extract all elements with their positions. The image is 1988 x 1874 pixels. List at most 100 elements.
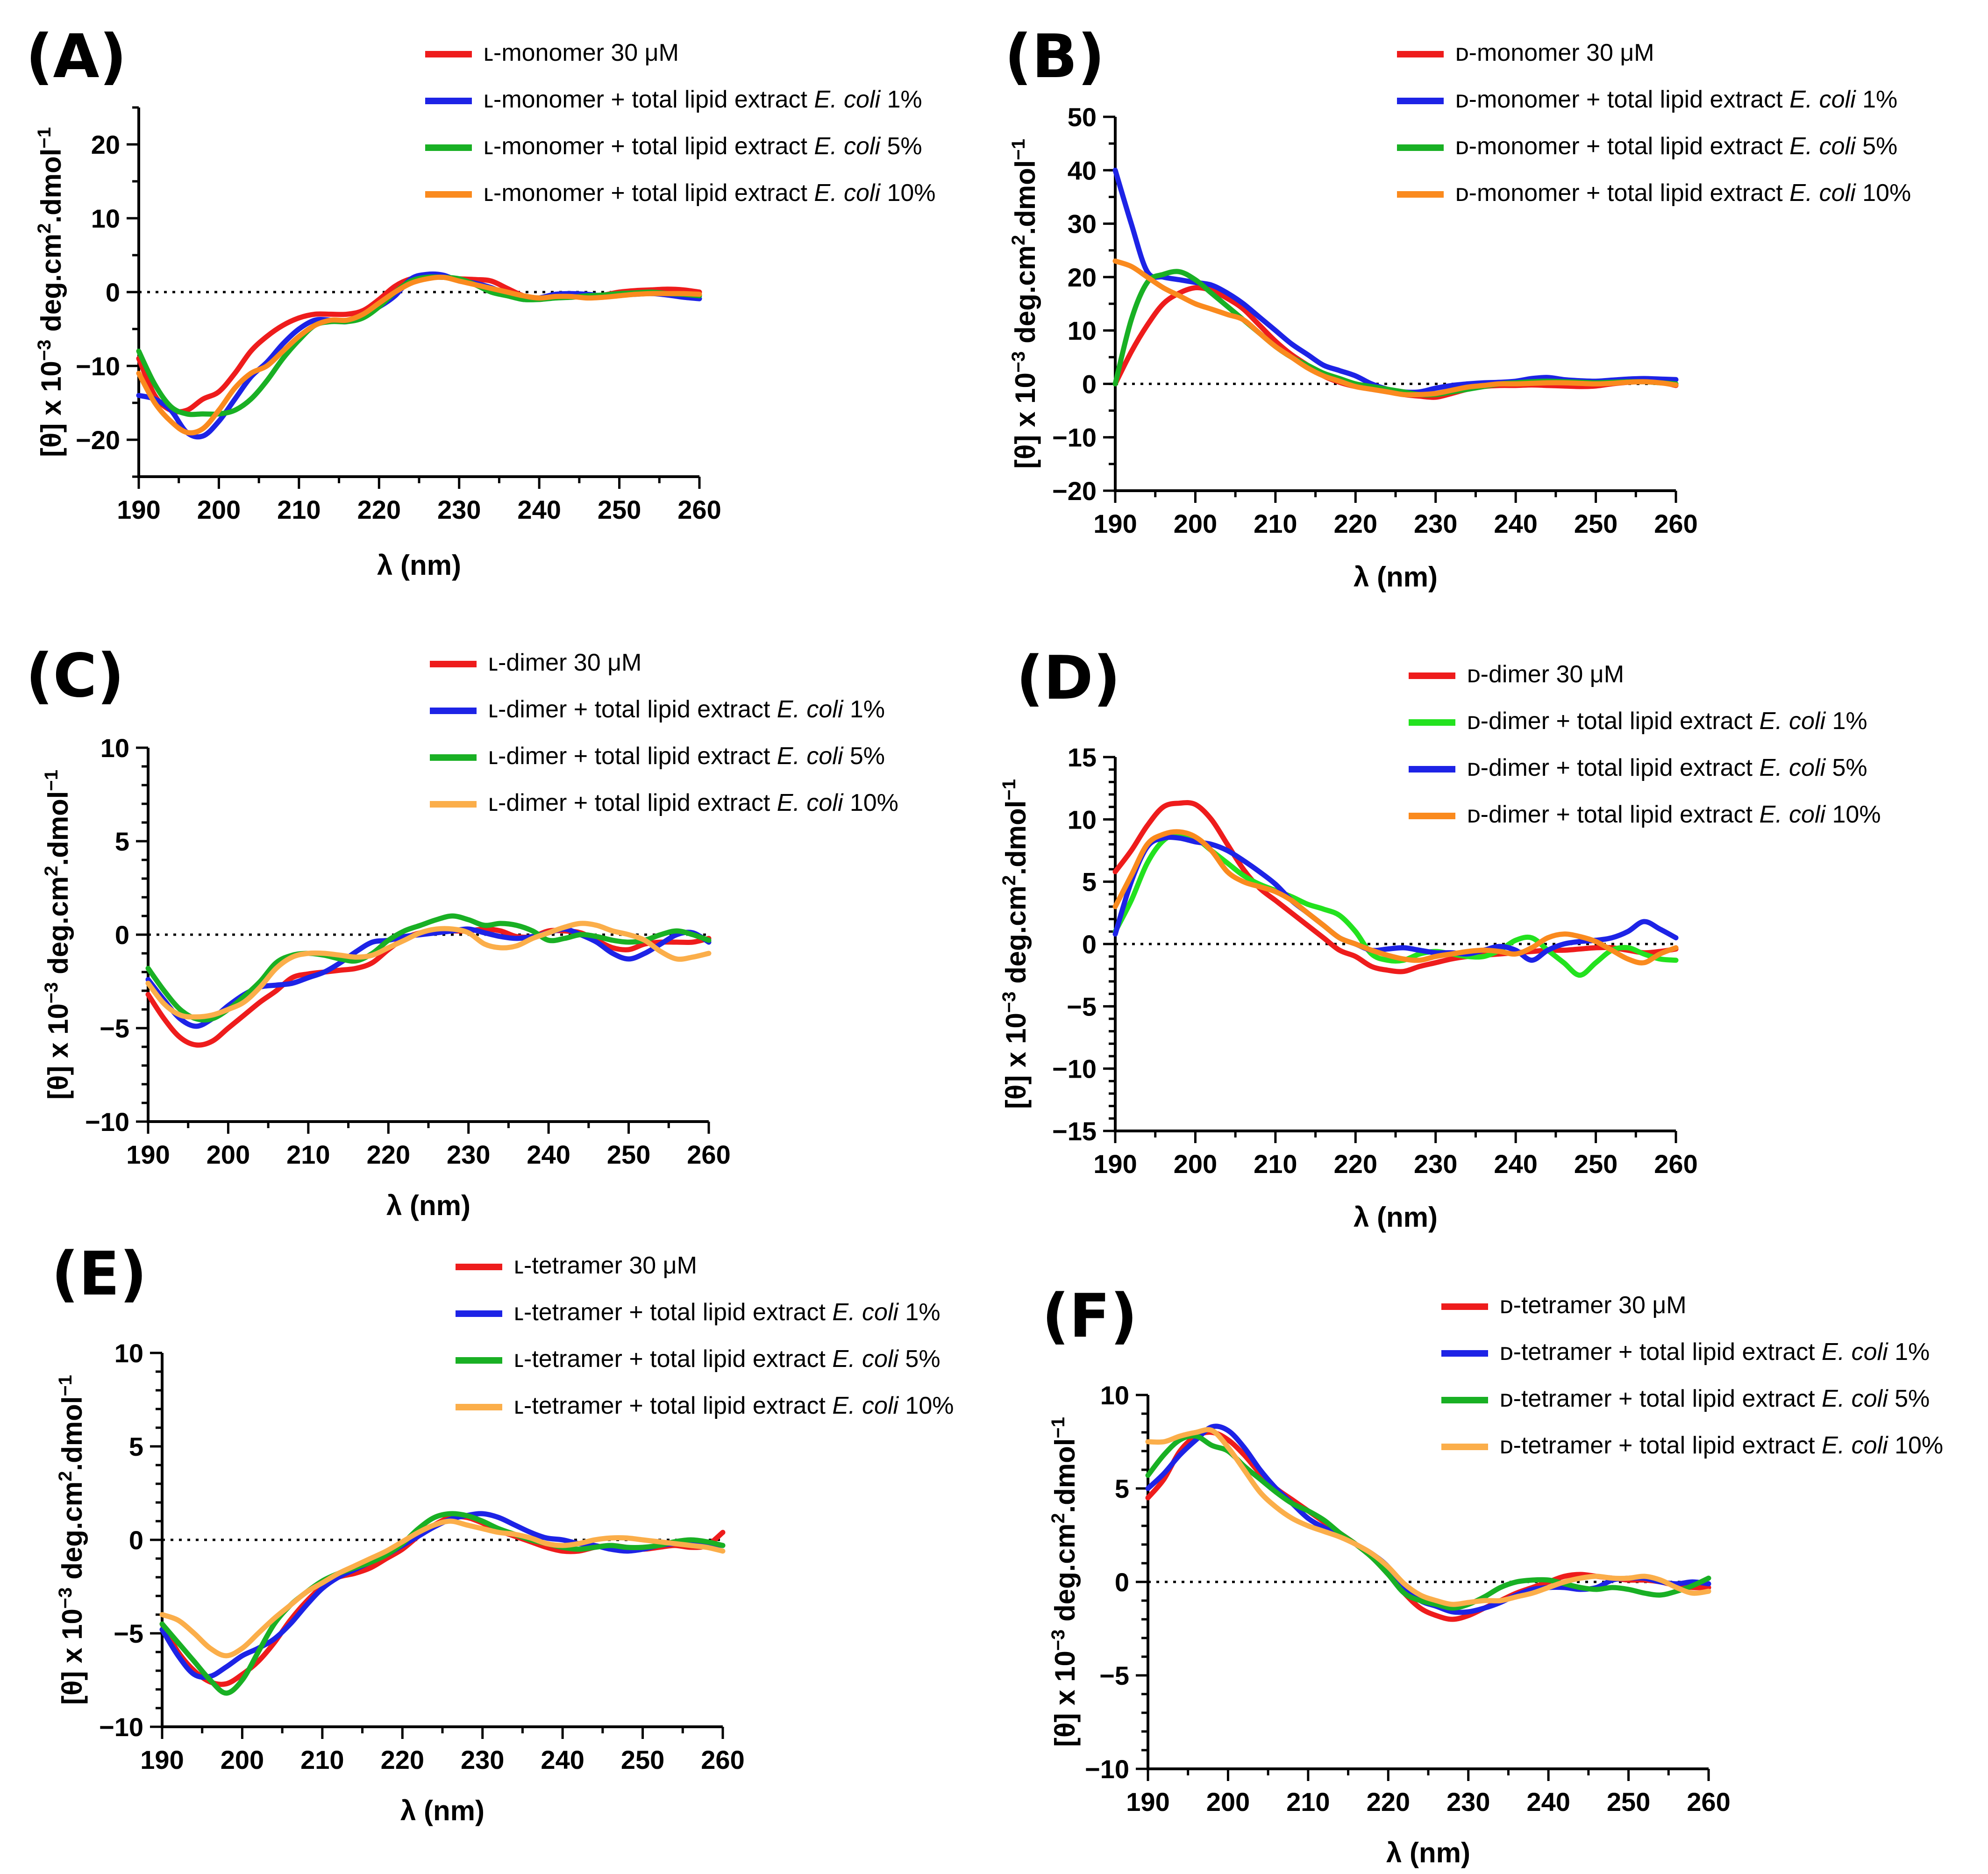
series-line xyxy=(1112,831,1679,978)
y-tick-label: 10 xyxy=(100,733,129,763)
legend-label: ʟ-monomer + total lipid extract E. coli … xyxy=(484,86,922,113)
panel-letter: (C) xyxy=(26,641,124,711)
legend-label: ʟ-tetramer + total lipid extract E. coli… xyxy=(514,1345,941,1373)
y-tick-label: 40 xyxy=(1068,156,1097,185)
x-tick-label: 250 xyxy=(621,1745,664,1774)
x-tick-label: 260 xyxy=(1654,509,1697,538)
chart-panel-e: (E) 190 200 210 220 230 240 250 260 −10 −5 0 5 10 λ (n… xyxy=(51,1239,954,1826)
x-tick-label: 230 xyxy=(437,495,481,524)
x-tick-label: 250 xyxy=(1574,1149,1617,1179)
legend-label: ᴅ-dimer 30 μM xyxy=(1467,661,1624,688)
x-tick-label: 250 xyxy=(598,495,641,524)
x-axis-title: λ (nm) xyxy=(386,1190,470,1221)
x-tick-label: 210 xyxy=(300,1745,344,1774)
x-tick-label: 230 xyxy=(461,1745,504,1774)
x-tick-label: 210 xyxy=(277,495,321,524)
x-tick-label: 210 xyxy=(1254,509,1297,538)
y-tick-label: −20 xyxy=(76,425,120,455)
x-tick-label: 250 xyxy=(607,1140,650,1169)
series-line xyxy=(1112,800,1679,974)
y-tick-label: 0 xyxy=(106,278,120,307)
legend-label: ᴅ-dimer + total lipid extract E. coli 1% xyxy=(1467,708,1867,735)
series-line xyxy=(145,913,712,1023)
x-tick-label: 200 xyxy=(221,1745,264,1774)
x-tick-label: 210 xyxy=(1254,1149,1297,1179)
x-tick-label: 240 xyxy=(541,1745,584,1774)
y-axis-title: [θ] x 10−3 deg.cm2.dmol−1 xyxy=(55,1375,88,1705)
series-line xyxy=(159,1518,726,1659)
y-tick-label: −10 xyxy=(1085,1754,1129,1784)
y-tick-label: 0 xyxy=(1115,1567,1129,1597)
legend: ᴅ-monomer 30 μM ᴅ-monomer + total lipid e… xyxy=(1397,39,1911,207)
x-tick-label: 260 xyxy=(1687,1787,1730,1817)
y-tick-label: 5 xyxy=(115,827,129,856)
x-tick-label: 220 xyxy=(367,1140,410,1169)
legend-label: ᴅ-monomer + total lipid extract E. coli … xyxy=(1455,179,1911,207)
x-tick-label: 250 xyxy=(1574,509,1617,538)
legend: ʟ-monomer 30 μM ʟ-monomer + total lipid e… xyxy=(425,39,936,207)
x-tick-label: 230 xyxy=(1446,1787,1490,1817)
x-tick-label: 250 xyxy=(1607,1787,1650,1817)
legend-label: ʟ-dimer + total lipid extract E. coli 5% xyxy=(488,743,885,770)
x-tick-label: 240 xyxy=(1494,1149,1537,1179)
y-tick-label: 10 xyxy=(1068,805,1097,834)
x-axis-title: λ (nm) xyxy=(377,550,461,581)
panel-letter: (E) xyxy=(51,1239,147,1309)
panel-letter: (B) xyxy=(1005,22,1105,92)
legend-label: ʟ-tetramer 30 μM xyxy=(514,1252,697,1279)
x-tick-label: 240 xyxy=(1526,1787,1570,1817)
x-tick-label: 240 xyxy=(517,495,561,524)
legend-label: ᴅ-monomer + total lipid extract E. coli … xyxy=(1455,86,1897,113)
legend-label: ᴅ-dimer + total lipid extract E. coli 10… xyxy=(1467,801,1881,828)
series-line xyxy=(145,926,712,1048)
x-tick-label: 260 xyxy=(701,1745,744,1774)
legend: ʟ-tetramer 30 μM ʟ-tetramer + total lipid… xyxy=(456,1252,954,1419)
y-tick-label: −15 xyxy=(1052,1116,1097,1146)
panel-letter: (F) xyxy=(1042,1281,1137,1351)
x-tick-label: 240 xyxy=(527,1140,570,1169)
x-tick-label: 260 xyxy=(1654,1149,1697,1179)
x-tick-label: 190 xyxy=(140,1745,184,1774)
x-axis-title: λ (nm) xyxy=(1354,1202,1438,1233)
legend: ᴅ-tetramer 30 μM ᴅ-tetramer + total lipid… xyxy=(1441,1292,1943,1459)
x-tick-label: 190 xyxy=(126,1140,170,1169)
y-axis-title: [θ] x 10−3 deg.cm2.dmol−1 xyxy=(1008,139,1041,469)
x-tick-label: 190 xyxy=(117,495,160,524)
panel-letter: (D) xyxy=(1016,644,1120,713)
y-tick-label: −20 xyxy=(1052,476,1097,506)
x-tick-label: 200 xyxy=(197,495,241,524)
legend-label: ʟ-monomer + total lipid extract E. coli … xyxy=(484,133,922,160)
y-tick-label: 5 xyxy=(1115,1474,1129,1503)
y-tick-label: 20 xyxy=(1068,263,1097,292)
y-axis-title: [θ] x 10−3 deg.cm2.dmol−1 xyxy=(999,779,1032,1109)
legend-label: ʟ-monomer + total lipid extract E. coli … xyxy=(484,179,936,207)
y-tick-label: 0 xyxy=(115,920,129,950)
y-tick-label: 10 xyxy=(1100,1380,1129,1410)
legend-label: ᴅ-dimer + total lipid extract E. coli 5% xyxy=(1467,754,1867,781)
legend-label: ʟ-dimer + total lipid extract E. coli 1% xyxy=(488,696,885,723)
legend-label: ᴅ-tetramer + total lipid extract E. coli… xyxy=(1500,1432,1943,1459)
legend-label: ᴅ-tetramer + total lipid extract E. coli… xyxy=(1500,1385,1930,1412)
y-tick-label: 15 xyxy=(1068,743,1097,772)
chart-panel-f: (F) 190 200 210 220 230 240 250 260 −10 −5 0 5 10 λ (n… xyxy=(1042,1281,1943,1868)
series-line xyxy=(1112,829,1679,966)
x-tick-label: 230 xyxy=(1414,1149,1457,1179)
series-line xyxy=(136,274,702,436)
y-tick-label: −10 xyxy=(1052,423,1097,452)
x-axis-title: λ (nm) xyxy=(1354,561,1438,593)
y-tick-label: 5 xyxy=(1082,867,1097,897)
x-tick-label: 200 xyxy=(1174,1149,1217,1179)
legend-label: ʟ-tetramer + total lipid extract E. coli… xyxy=(514,1392,954,1419)
y-tick-label: 30 xyxy=(1068,209,1097,239)
chart-panel-a: (A) 190 200 210 220 230 240 250 260 −20 −10 0 10 20 λ … xyxy=(26,22,936,581)
chart-panel-c: (C) 190 200 210 220 230 240 250 260 −10 −5 0 5 10 λ (n… xyxy=(26,641,898,1221)
y-tick-label: 5 xyxy=(129,1432,143,1461)
x-tick-label: 220 xyxy=(1334,1149,1377,1179)
y-tick-label: 0 xyxy=(1082,930,1097,959)
y-tick-label: 0 xyxy=(1082,369,1097,399)
y-tick-label: −5 xyxy=(1067,992,1097,1021)
x-tick-label: 260 xyxy=(677,495,721,524)
y-tick-label: −5 xyxy=(1099,1661,1129,1690)
y-tick-label: 10 xyxy=(114,1338,143,1368)
